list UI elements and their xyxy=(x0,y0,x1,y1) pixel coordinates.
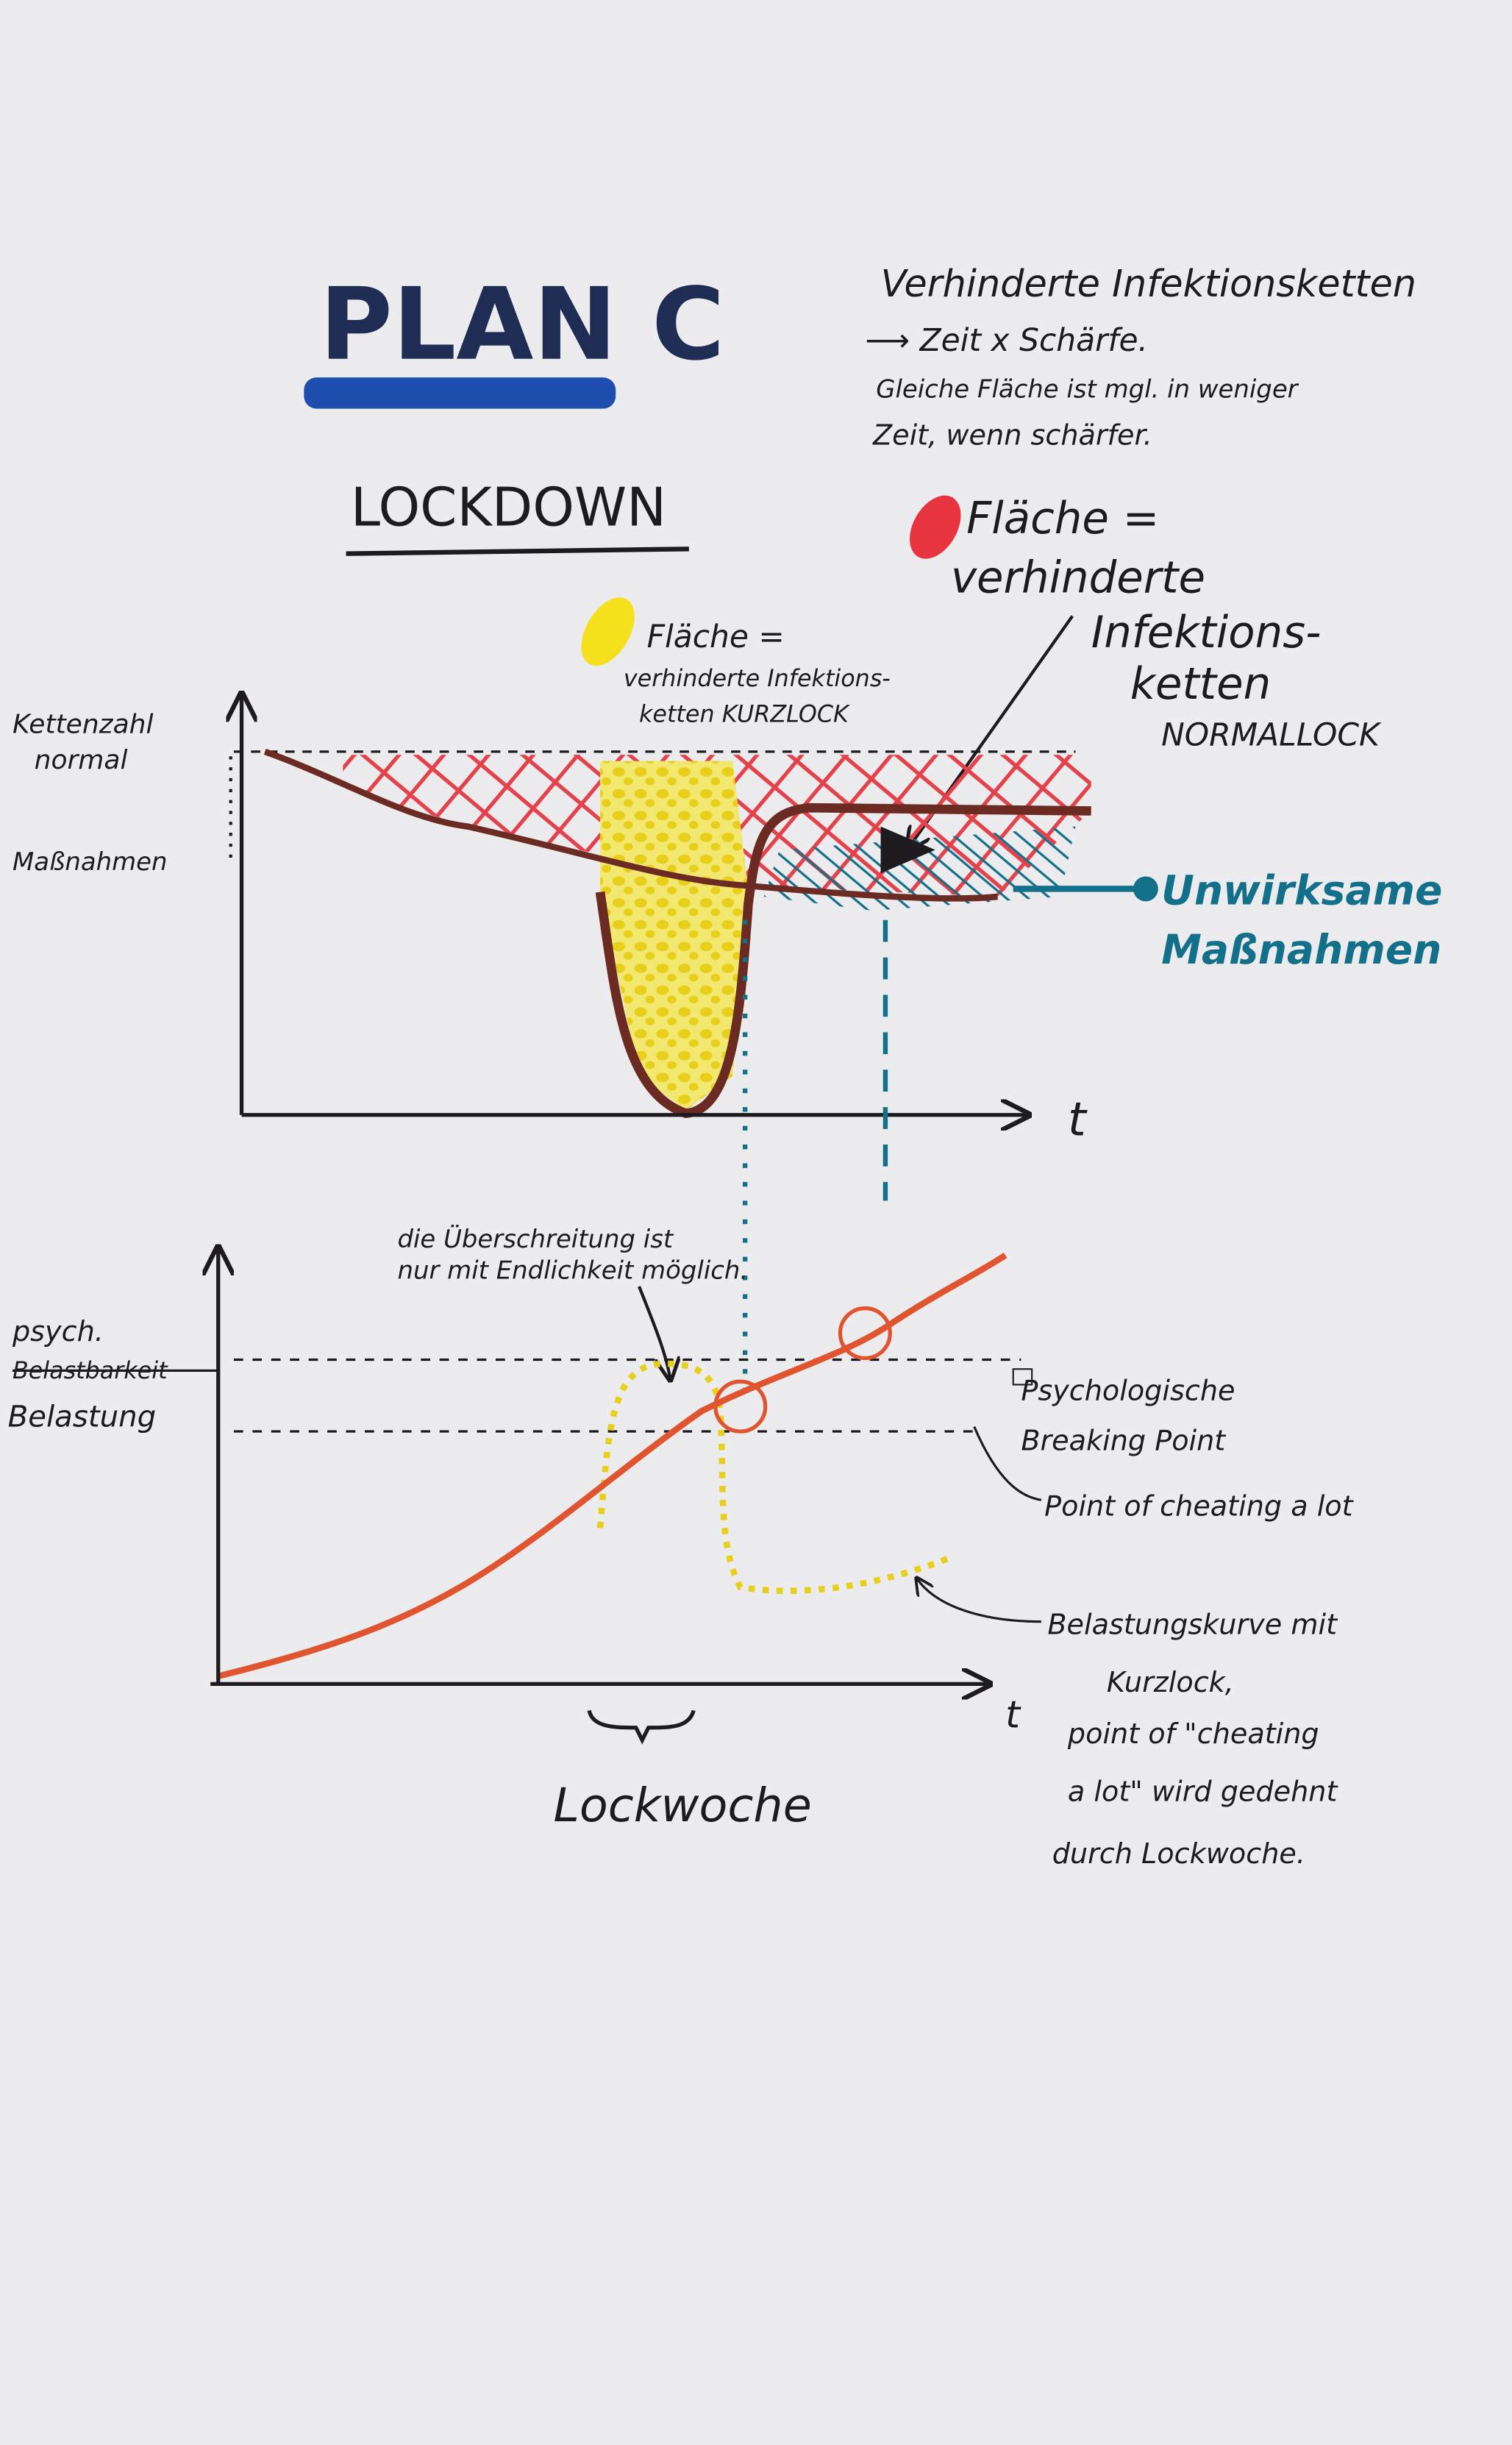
pointer xyxy=(973,1426,1042,1501)
note: Verhinderte Infektionsketten xyxy=(881,262,1416,305)
note-line: Belastungskurve mit xyxy=(1047,1609,1338,1641)
note-line: Unwirksame xyxy=(1161,867,1442,914)
red-swatch xyxy=(910,495,961,559)
annotation: Psychologische xyxy=(1021,1375,1235,1407)
y-label: normal xyxy=(35,745,128,775)
y-label: Belastung xyxy=(8,1401,157,1434)
brace-label: Lockwoche xyxy=(553,1778,811,1832)
note: Zeit, wenn schärfer. xyxy=(872,419,1152,451)
note-line: Fläche = xyxy=(966,493,1159,544)
note-line: Infektions- xyxy=(1091,607,1322,658)
note-line: ketten xyxy=(1130,658,1271,709)
note: die Überschreitung ist xyxy=(397,1224,674,1253)
title-underline xyxy=(304,377,616,409)
note-line: verhinderte xyxy=(951,552,1205,603)
note-line: point of "cheating xyxy=(1067,1718,1319,1750)
subtitle-underline xyxy=(346,547,689,556)
ineffective-area xyxy=(763,826,1076,911)
note-line: Fläche = xyxy=(647,619,785,655)
teal-dot xyxy=(1133,876,1158,902)
kurzlock-load-curve xyxy=(596,1360,955,1595)
title: PLAN C xyxy=(320,266,725,382)
note-line: verhinderte Infektions- xyxy=(624,665,891,692)
yellow-swatch xyxy=(581,597,635,666)
curve-note: Belastungskurve mit Kurzlock, point of "… xyxy=(1047,1609,1338,1871)
annotation: Breaking Point xyxy=(1021,1424,1227,1456)
x-label: t xyxy=(1068,1092,1088,1146)
note-line: NORMALLOCK xyxy=(1161,716,1382,752)
kurzlock-curve xyxy=(595,802,1091,1119)
x-label: t xyxy=(1005,1693,1021,1737)
note: ⟶ Zeit x Schärfe. xyxy=(865,322,1148,358)
y-label: Kettenzahl xyxy=(13,709,154,739)
note-line: Maßnahmen xyxy=(1161,926,1441,973)
note: nur mit Endlichkeit möglich. xyxy=(397,1256,748,1284)
kurzlock-area xyxy=(600,761,749,1111)
crossing-mark xyxy=(838,1306,892,1361)
note: Gleiche Fläche ist mgl. in weniger xyxy=(876,375,1299,404)
note-line: durch Lockwoche. xyxy=(1052,1837,1305,1870)
y-label: Maßnahmen xyxy=(13,847,168,876)
y-label: psych. xyxy=(12,1315,104,1348)
normallock-curve xyxy=(263,748,998,902)
subtitle: LOCKDOWN xyxy=(351,477,666,538)
yellow-note: Fläche = verhinderte Infektions- ketten … xyxy=(624,619,891,728)
teal-note: Unwirksame Maßnahmen xyxy=(1161,867,1442,974)
arrow-head xyxy=(880,826,935,874)
pointer xyxy=(916,1578,1041,1623)
note-line: a lot" wird gedehnt xyxy=(1068,1775,1339,1807)
note-line: ketten KURZLOCK xyxy=(639,701,850,728)
load-curve xyxy=(217,1252,1008,1679)
brace xyxy=(587,1709,696,1745)
pointer xyxy=(638,1286,670,1380)
marker xyxy=(1012,1368,1033,1386)
note-line: Kurzlock, xyxy=(1107,1666,1234,1698)
red-note: Fläche = verhinderte Infektions- ketten … xyxy=(951,493,1382,752)
annotation: Point of cheating a lot xyxy=(1044,1490,1355,1522)
crossing-mark xyxy=(713,1379,768,1434)
